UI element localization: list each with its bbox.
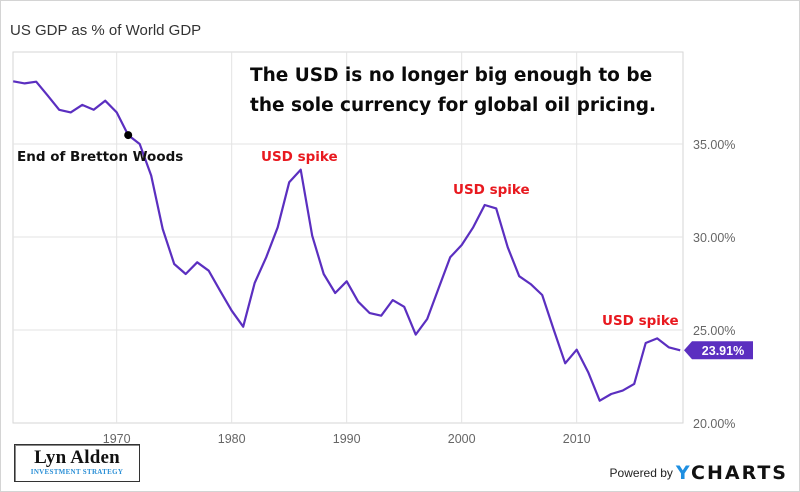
powered-by-text: Powered by xyxy=(609,466,673,480)
x-tick-label: 1980 xyxy=(218,432,246,446)
powered-by-ycharts[interactable]: Powered by YCHARTS xyxy=(610,462,788,484)
y-tick-label: 25.00% xyxy=(693,324,735,338)
logo-subtitle: INVESTMENT STRATEGY xyxy=(30,468,124,476)
lyn-alden-logo: Lyn Alden INVESTMENT STRATEGY xyxy=(14,444,140,482)
ycharts-logo: YCHARTS xyxy=(676,462,788,484)
y-tick-label: 20.00% xyxy=(693,417,735,431)
chart-title: US GDP as % of World GDP xyxy=(10,22,202,39)
series-layer xyxy=(13,80,681,402)
headline-line-1: The USD is no longer big enough to be xyxy=(250,65,652,86)
y-tick-label: 30.00% xyxy=(693,231,735,245)
last-value-flag xyxy=(684,341,753,360)
x-tick-label: 2000 xyxy=(448,432,476,446)
bretton-woods-marker xyxy=(124,131,133,140)
grid-layer xyxy=(12,51,684,424)
usd-spike-label: USD spike xyxy=(453,182,530,198)
logo-name: Lyn Alden xyxy=(34,447,120,468)
x-tick-label: 2010 xyxy=(563,432,591,446)
x-tick-label: 1990 xyxy=(333,432,361,446)
headline-line-2: the sole currency for global oil pricing… xyxy=(250,95,656,116)
last-value-layer: 23.91% xyxy=(684,341,753,360)
last-value-label: 23.91% xyxy=(702,344,744,358)
y-tick-label: 35.00% xyxy=(693,138,735,152)
x-tick-label: 1970 xyxy=(103,432,131,446)
annotation-layer: End of Bretton Woods USD spike USD spike US… xyxy=(17,131,679,329)
series-line xyxy=(13,80,681,402)
usd-spike-label: USD spike xyxy=(602,313,679,329)
headline-layer: The USD is no longer big enough to be th… xyxy=(250,65,656,116)
tick-layer: 20.00% 25.00% 30.00% 35.00% 1970 1980 1990 2000… xyxy=(103,138,736,446)
ycharts-wordmark: CHARTS xyxy=(691,462,788,484)
bretton-woods-label: End of Bretton Woods xyxy=(17,149,183,165)
usd-spike-label: USD spike xyxy=(261,149,338,165)
ycharts-y-glyph: Y xyxy=(675,462,692,484)
